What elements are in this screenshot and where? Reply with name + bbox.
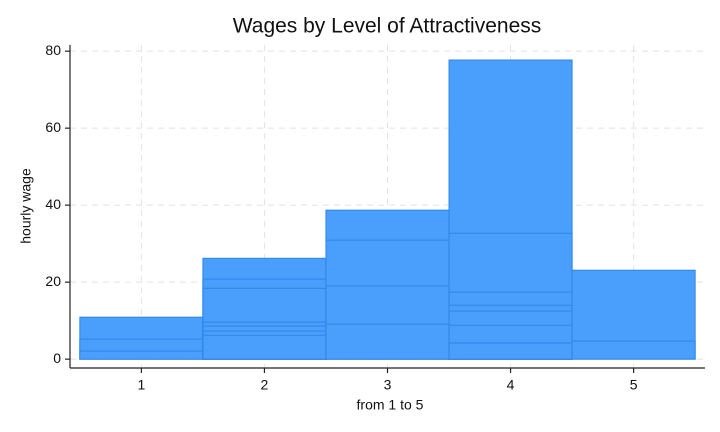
- bar: [571, 340, 696, 360]
- chart-title: Wages by Level of Attractiveness: [233, 15, 542, 38]
- x-tick-label: 3: [384, 377, 392, 393]
- y-tick-label: 40: [45, 196, 61, 212]
- bar: [202, 334, 327, 360]
- y-tick-label: 60: [45, 119, 61, 135]
- x-axis-label: from 1 to 5: [357, 397, 424, 413]
- x-tick-label: 2: [261, 377, 269, 393]
- bar: [79, 350, 204, 360]
- x-tick-label: 5: [630, 377, 638, 393]
- bar: [325, 323, 450, 360]
- bar: [448, 342, 573, 360]
- y-tick-label: 20: [45, 273, 61, 289]
- x-tick-label: 1: [137, 377, 145, 393]
- y-tick-label: 80: [45, 42, 61, 58]
- y-tick-label: 0: [53, 350, 61, 366]
- y-axis-label: hourly wage: [18, 168, 34, 244]
- x-tick-label: 4: [507, 377, 515, 393]
